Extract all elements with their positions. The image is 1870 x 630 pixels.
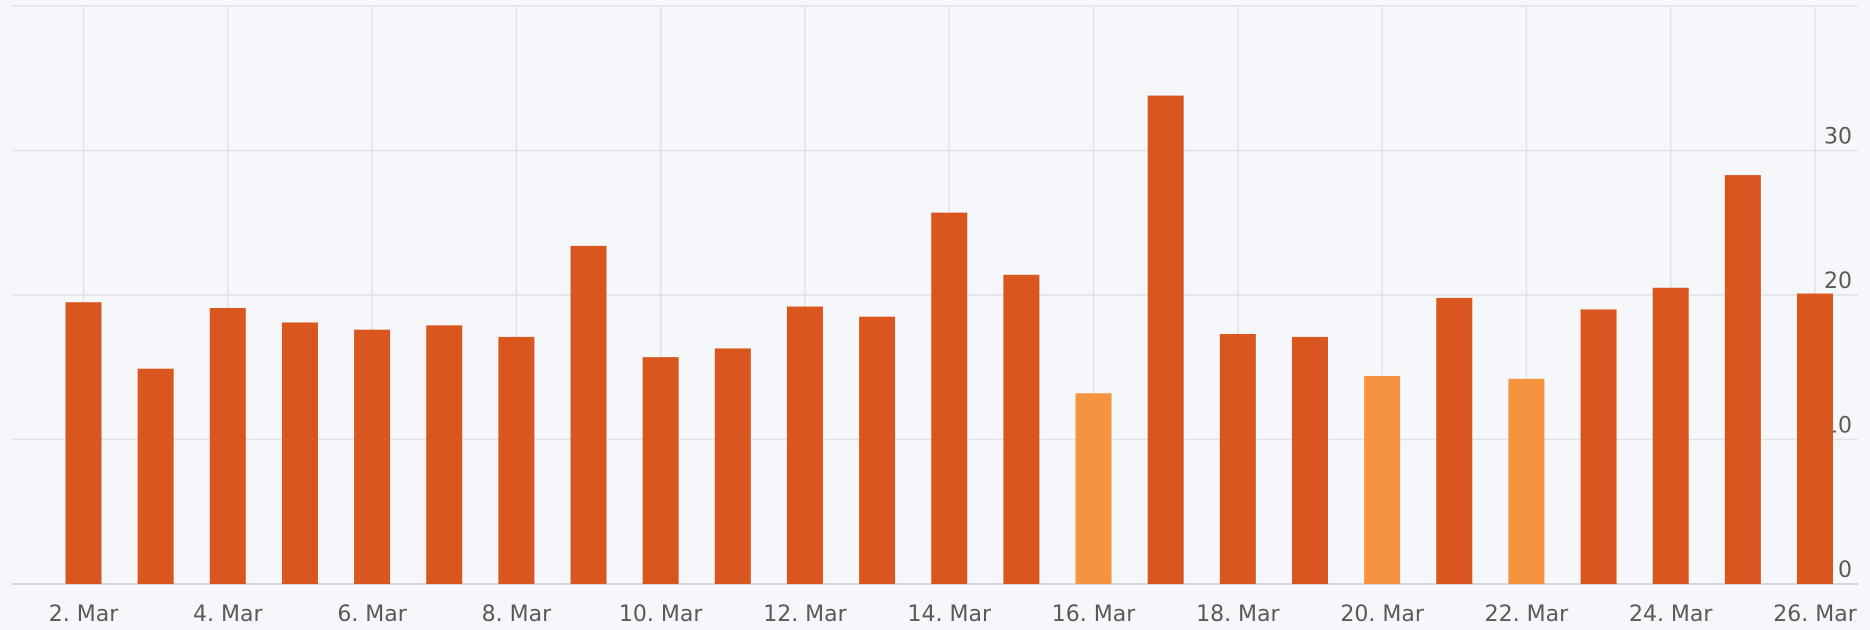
bar — [931, 212, 968, 584]
bar — [1797, 293, 1833, 584]
x-tick-label: 6. Mar — [337, 602, 407, 627]
x-tick-label: 2. Mar — [49, 602, 119, 627]
x-tick-label: 20. Mar — [1340, 602, 1424, 627]
y-tick-label: 20 — [1824, 269, 1852, 294]
bar — [498, 336, 535, 584]
bar — [1219, 334, 1256, 584]
bar — [1724, 175, 1761, 584]
x-tick-label: 16. Mar — [1052, 602, 1136, 627]
x-tick-label: 18. Mar — [1196, 602, 1280, 627]
bar — [1075, 393, 1112, 584]
bar — [426, 325, 463, 584]
x-tick-label: 4. Mar — [193, 602, 263, 627]
x-tick-label: 14. Mar — [908, 602, 992, 627]
bar — [714, 348, 751, 584]
bar — [1003, 274, 1040, 584]
x-tick-label: 24. Mar — [1629, 602, 1713, 627]
y-tick-label: 0 — [1838, 558, 1852, 583]
bar — [1436, 297, 1473, 584]
bar — [1147, 95, 1184, 584]
bar — [1652, 287, 1689, 584]
bar — [137, 368, 174, 584]
x-tick-label: 10. Mar — [619, 602, 703, 627]
x-tick-label: 12. Mar — [763, 602, 847, 627]
bar — [786, 306, 823, 584]
bar — [209, 308, 246, 584]
x-tick-label: 22. Mar — [1485, 602, 1569, 627]
bar — [859, 316, 896, 584]
bar — [1580, 309, 1617, 584]
bar — [281, 322, 318, 584]
bar — [1364, 375, 1401, 584]
bar — [1291, 336, 1328, 584]
bar — [354, 329, 391, 584]
y-tick-label: 30 — [1824, 125, 1852, 150]
bar — [570, 245, 607, 584]
bar — [65, 302, 102, 584]
bar — [642, 357, 679, 584]
x-tick-label: 26. Mar — [1773, 602, 1857, 627]
x-tick-label: 8. Mar — [482, 602, 552, 627]
bar — [1508, 378, 1545, 584]
